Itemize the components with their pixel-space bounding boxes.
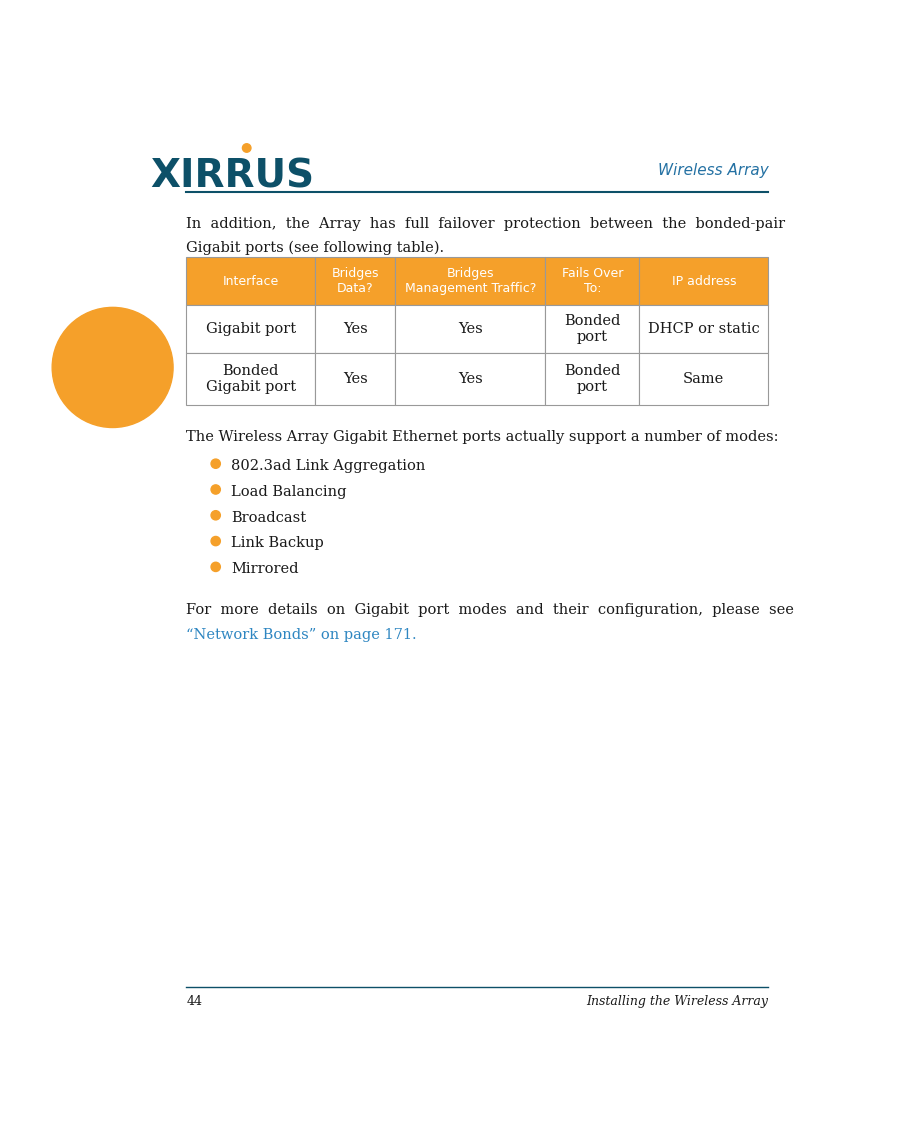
Text: Bonded
port: Bonded port (564, 314, 621, 345)
FancyBboxPatch shape (640, 257, 769, 305)
FancyBboxPatch shape (396, 352, 545, 405)
Text: Yes: Yes (343, 372, 368, 385)
Text: Yes: Yes (458, 322, 483, 335)
Text: Yes: Yes (458, 372, 483, 385)
Text: Bonded
port: Bonded port (564, 364, 621, 395)
Text: Bridges
Management Traffic?: Bridges Management Traffic? (405, 267, 536, 296)
Text: Mirrored: Mirrored (232, 563, 299, 576)
Text: For  more  details  on  Gigabit  port  modes  and  their  configuration,  please: For more details on Gigabit port modes a… (187, 604, 794, 617)
FancyBboxPatch shape (640, 352, 769, 405)
Text: Yes: Yes (343, 322, 368, 335)
FancyBboxPatch shape (396, 257, 545, 305)
FancyBboxPatch shape (396, 305, 545, 352)
Circle shape (211, 511, 221, 520)
Text: Installing the Wireless Array: Installing the Wireless Array (587, 995, 769, 1009)
Text: The Wireless Array Gigabit Ethernet ports actually support a number of modes:: The Wireless Array Gigabit Ethernet port… (187, 430, 778, 443)
Text: Bridges
Data?: Bridges Data? (332, 267, 379, 296)
Text: DHCP or static: DHCP or static (648, 322, 760, 335)
FancyBboxPatch shape (315, 305, 396, 352)
Circle shape (211, 459, 221, 468)
Text: Bonded
Gigabit port: Bonded Gigabit port (205, 364, 296, 395)
FancyBboxPatch shape (640, 305, 769, 352)
Circle shape (211, 563, 221, 572)
Text: Link Backup: Link Backup (232, 537, 324, 550)
Circle shape (52, 307, 173, 428)
FancyBboxPatch shape (315, 257, 396, 305)
Text: Interface: Interface (223, 275, 278, 288)
FancyBboxPatch shape (545, 352, 640, 405)
FancyBboxPatch shape (545, 257, 640, 305)
Text: Same: Same (683, 372, 724, 385)
Circle shape (211, 537, 221, 546)
Text: Load Balancing: Load Balancing (232, 484, 347, 499)
Text: Gigabit ports (see following table).: Gigabit ports (see following table). (187, 240, 444, 255)
FancyBboxPatch shape (187, 305, 315, 352)
Text: Broadcast: Broadcast (232, 511, 306, 524)
Text: 44: 44 (187, 995, 202, 1009)
FancyBboxPatch shape (187, 257, 315, 305)
FancyBboxPatch shape (187, 352, 315, 405)
FancyBboxPatch shape (315, 352, 396, 405)
Text: 802.3ad Link Aggregation: 802.3ad Link Aggregation (232, 459, 425, 473)
Text: Wireless Array: Wireless Array (658, 163, 769, 177)
Text: Fails Over
To:: Fails Over To: (561, 267, 623, 296)
FancyBboxPatch shape (545, 305, 640, 352)
Text: Gigabit port: Gigabit port (205, 322, 296, 335)
Circle shape (242, 143, 251, 152)
Text: “Network Bonds” on page 171.: “Network Bonds” on page 171. (187, 628, 417, 642)
Circle shape (211, 484, 221, 495)
Text: XIRRUS: XIRRUS (150, 158, 314, 196)
Text: IP address: IP address (671, 275, 736, 288)
Text: In  addition,  the  Array  has  full  failover  protection  between  the  bonded: In addition, the Array has full failover… (187, 217, 786, 231)
